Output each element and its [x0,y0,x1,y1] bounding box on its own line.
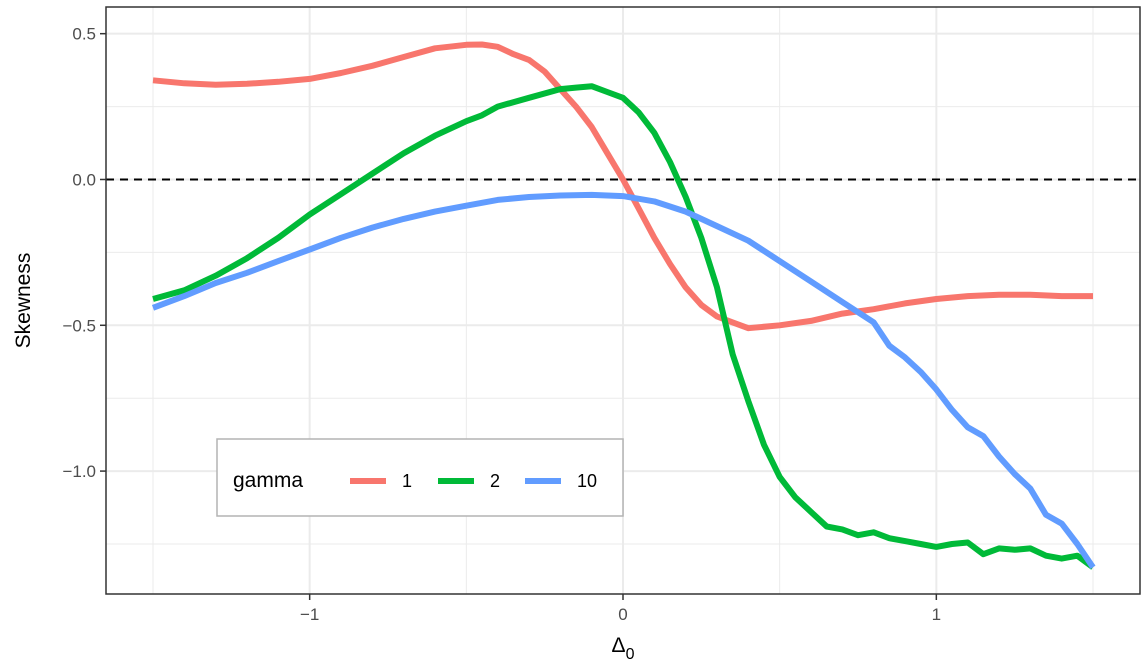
legend-label-gamma-2: 2 [490,471,500,491]
y-tick-label: −1.0 [62,462,96,481]
y-axis-ticks: 0.5 0.0 −0.5 −1.0 [62,25,106,481]
x-tick-label: 1 [932,605,941,624]
legend-label-gamma-10: 10 [577,471,597,491]
x-axis-title-subscript: 0 [626,646,635,663]
x-axis-title: Δ0 [612,634,635,663]
x-axis-title-main: Δ [612,634,626,657]
legend-label-gamma-1: 1 [402,471,412,491]
y-tick-label: 0.5 [72,25,96,44]
x-tick-label: −1 [300,605,319,624]
y-tick-label: 0.0 [72,170,96,189]
x-axis-ticks: −1 0 1 [300,594,941,624]
y-axis-title: Skewness [12,253,35,349]
legend-items: 1 2 10 [350,471,597,491]
legend-box [216,438,624,517]
series-line-gamma-10 [151,191,1096,569]
y-tick-label: −0.5 [62,316,96,335]
series-line-gamma-2 [152,83,1095,570]
x-tick-label: 0 [618,605,627,624]
series-line-gamma-1 [152,41,1093,332]
legend: gamma 1 2 10 [216,438,624,517]
legend-title: gamma [233,469,303,492]
series-lines [151,41,1096,570]
